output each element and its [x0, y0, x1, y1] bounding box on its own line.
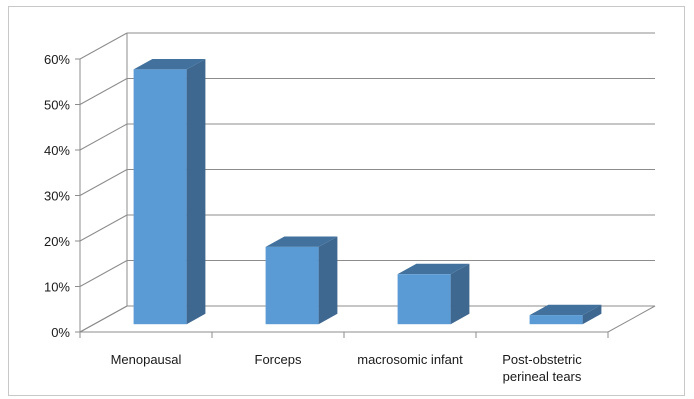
bar-0: [133, 69, 187, 325]
chart-frame: [8, 6, 685, 396]
bar-side-1: [318, 236, 338, 325]
x-category-label-3-line-0: Post-obstetric: [502, 352, 582, 367]
y-tick-label-3: 30%: [44, 189, 70, 204]
gridline-side-2: [79, 214, 128, 242]
y-tick-label-5: 50%: [44, 98, 70, 113]
bar-side-0: [186, 59, 206, 325]
bar-top-1: [265, 236, 338, 247]
bar-side-3: [582, 304, 602, 325]
y-tick-label-0: 0%: [51, 325, 70, 340]
gridline-side-6: [79, 32, 128, 60]
x-category-label-2: macrosomic infant: [357, 352, 463, 367]
y-tick-label-6: 60%: [44, 52, 70, 67]
bar-3: [529, 315, 583, 325]
chart-floor: [79, 305, 656, 333]
bar-2: [397, 274, 451, 325]
gridline-side-1: [79, 260, 128, 287]
x-category-label-1: Forceps: [255, 352, 302, 367]
bar-1: [265, 246, 319, 325]
bar-top-3: [529, 304, 602, 316]
bar-side-2: [450, 263, 470, 325]
x-category-label-3-line-1: perineal tears: [503, 369, 582, 384]
x-category-label-0: Menopausal: [111, 352, 182, 367]
y-tick-label-2: 20%: [44, 234, 70, 249]
gridline-side-5: [79, 78, 128, 105]
bar-top-0: [133, 59, 206, 70]
y-tick-label-4: 40%: [44, 143, 70, 158]
gridline-side-3: [79, 169, 128, 196]
bar-top-2: [397, 263, 470, 275]
gridline-side-4: [79, 123, 128, 151]
y-tick-label-1: 10%: [44, 280, 70, 295]
